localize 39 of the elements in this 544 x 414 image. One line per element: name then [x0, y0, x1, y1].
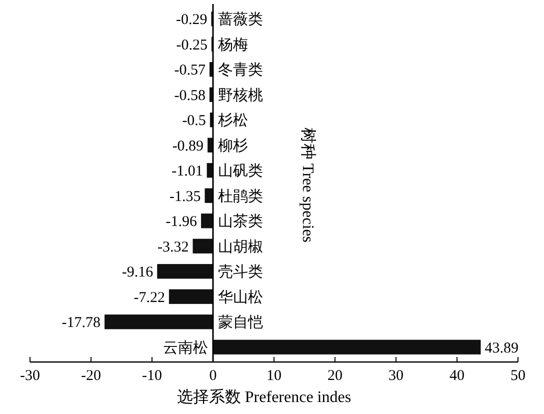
- x-tick-label: 30: [388, 368, 404, 384]
- data-label: -7.22: [134, 290, 165, 306]
- y-tick-label: 壳斗类: [218, 264, 263, 281]
- data-label: -0.5: [182, 113, 206, 130]
- y-tick-label: 杜鹃类: [218, 188, 263, 205]
- data-label: -0.58: [174, 88, 206, 104]
- data-label: -0.57: [174, 62, 206, 79]
- data-label: -0.25: [176, 37, 208, 54]
- y-tick-label: 华山松: [218, 288, 263, 306]
- y-tick-label: 柳杉: [218, 137, 248, 154]
- x-tick-label: -30: [20, 368, 40, 384]
- data-label: -0.89: [172, 138, 204, 154]
- x-tick-label: 40: [450, 368, 464, 384]
- x-tick-label: -20: [81, 368, 101, 384]
- data-label: -1.01: [172, 164, 203, 180]
- x-tick-label: 0: [209, 368, 217, 384]
- x-tick-label: 50: [510, 368, 526, 384]
- data-label: -1.35: [170, 188, 201, 205]
- data-label: 43.89: [484, 340, 518, 356]
- data-label: -9.16: [122, 264, 154, 281]
- x-tick-label: 20: [328, 368, 342, 384]
- y-axis-title: 树种 Tree species: [299, 128, 317, 242]
- y-tick-label: 野核桃: [218, 86, 263, 104]
- data-label: -3.32: [158, 239, 189, 256]
- data-label: -17.78: [62, 315, 101, 332]
- y-tick-label: 杨梅: [217, 36, 248, 54]
- y-tick-label: 杉松: [217, 112, 248, 130]
- y-tick-label: 山茶类: [218, 213, 263, 230]
- y-tick-label: 蔷薇类: [218, 11, 263, 28]
- data-label: -0.29: [176, 12, 208, 28]
- x-tick-label: 10: [266, 368, 282, 384]
- data-label: -1.96: [166, 214, 198, 230]
- x-axis-title: 选择系数 Preference indes: [176, 388, 352, 406]
- x-tick-label: -10: [142, 368, 162, 384]
- y-tick-label: 蒙自恺: [218, 314, 263, 332]
- y-tick-label: 云南松: [163, 339, 208, 356]
- y-tick-label: 山胡椒: [218, 238, 263, 256]
- y-tick-label: 山矾类: [218, 162, 263, 180]
- y-tick-label: 冬青类: [218, 62, 263, 79]
